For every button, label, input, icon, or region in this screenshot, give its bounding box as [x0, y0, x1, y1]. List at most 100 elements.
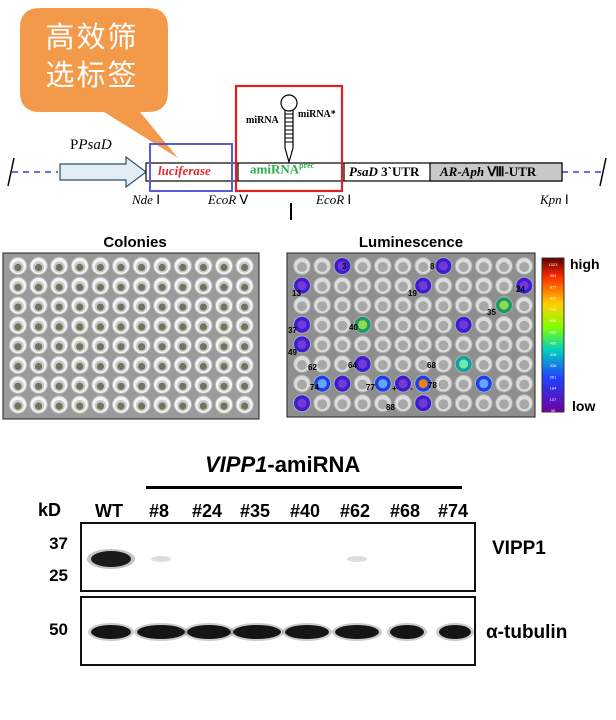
- colony-well: [132, 276, 151, 295]
- luminescence-well: [474, 355, 493, 373]
- colony-well: [29, 276, 48, 295]
- luminescence-well: [353, 394, 372, 413]
- luminescence-well: [414, 374, 433, 393]
- luminescence-well: [474, 335, 493, 354]
- colony-well: [91, 316, 110, 335]
- luminescence-well: [353, 355, 372, 373]
- utr2-block: [429, 162, 563, 182]
- colony-well: [50, 395, 69, 414]
- tubulin-band: [439, 625, 471, 639]
- lane-label: WT: [95, 501, 123, 521]
- luminescence-well: [373, 276, 392, 295]
- luminescence-well: [515, 394, 534, 413]
- luminescence-well: [474, 276, 493, 295]
- luminescence-well: [333, 315, 352, 334]
- colony-well: [132, 375, 151, 394]
- tubulin-band: [335, 625, 379, 639]
- well-number-label: -: [410, 384, 413, 393]
- luminescence-well: [313, 374, 332, 393]
- colony-well: [50, 375, 69, 394]
- scale-tick-label: 646: [550, 318, 557, 323]
- colony-well: [70, 395, 89, 414]
- colony-well: [214, 355, 234, 375]
- vipp1-band-faint: [347, 556, 367, 562]
- scale-tick-label: 492: [550, 341, 557, 346]
- colony-well: [8, 276, 28, 295]
- mw-marker-37: 37: [49, 534, 68, 553]
- site-kpni: Kpn Ⅰ: [540, 192, 569, 207]
- well-number-label: 35: [487, 308, 496, 317]
- tubulin-band: [390, 625, 424, 639]
- colony-well: [29, 256, 48, 276]
- luminescence-well: [373, 296, 392, 315]
- colony-well: [173, 276, 192, 295]
- lane-label: #24: [191, 501, 223, 521]
- well-number-label: 24: [516, 285, 525, 294]
- luminescence-well: [394, 257, 412, 275]
- colony-well: [70, 336, 89, 355]
- lane-label: #40: [289, 501, 321, 521]
- colony-well: [8, 355, 28, 375]
- protein-label-tubulin: α-tubulin: [486, 622, 568, 643]
- scale-low-label: low: [572, 398, 596, 414]
- tubulin-band: [187, 625, 231, 639]
- luminescence-well: [293, 315, 311, 334]
- luminescence-well: [495, 315, 513, 334]
- luminescence-well: [454, 276, 473, 295]
- luminescence-color-scale: 1023 954 877 800 723 646 569 492 415 338 261 184 107…: [541, 257, 565, 413]
- scale-tick-label: 184: [550, 386, 557, 391]
- colony-well: [194, 355, 213, 375]
- luminescence-well: [454, 257, 473, 275]
- scale-tick-label: 954: [550, 273, 557, 278]
- colony-well: [153, 256, 172, 276]
- colony-well: [111, 276, 131, 295]
- luminescence-well: [373, 257, 392, 275]
- luminescence-well: [434, 276, 453, 295]
- tubulin-band: [91, 625, 131, 639]
- well-number-label: 68: [427, 361, 436, 370]
- colony-well: [111, 316, 131, 335]
- amirna-highlight-box: [234, 84, 344, 193]
- luminescence-well: [414, 394, 433, 413]
- colony-well: [235, 256, 254, 276]
- luminescence-well: [394, 394, 412, 413]
- colony-well: [153, 336, 172, 355]
- colony-well: [91, 296, 110, 315]
- colony-well: [50, 256, 69, 276]
- luminescence-well: [454, 374, 473, 393]
- colony-well: [173, 336, 192, 355]
- luminescence-well: [515, 315, 534, 334]
- colony-well: [29, 355, 48, 375]
- luminescence-well: [474, 257, 493, 275]
- colony-well: [8, 395, 28, 414]
- colony-well: [132, 336, 151, 355]
- scale-tick-label: 569: [550, 329, 557, 334]
- vipp1-band-faint: [151, 556, 171, 562]
- colony-well: [214, 375, 234, 394]
- hairpin-icon: [280, 94, 298, 165]
- luminescence-well: [394, 374, 412, 393]
- luminescence-well: [474, 315, 493, 334]
- luminescence-well: [293, 296, 311, 315]
- luminescence-well: [454, 315, 473, 334]
- colony-well: [194, 276, 213, 295]
- colony-well: [214, 336, 234, 355]
- luminescence-well: [373, 394, 392, 413]
- well-number-label: 62: [308, 363, 317, 372]
- colony-well: [194, 375, 213, 394]
- colony-well: [70, 296, 89, 315]
- luminescence-well: [293, 276, 311, 295]
- colony-well: [8, 375, 28, 394]
- colony-well: [29, 336, 48, 355]
- luciferase-label: luciferase: [158, 163, 211, 178]
- luminescence-well: [434, 296, 453, 315]
- colony-well: [50, 316, 69, 335]
- site-ndei: Nde Ⅰ: [132, 192, 161, 207]
- colony-well: [173, 296, 192, 315]
- luminescence-well: [353, 335, 372, 354]
- well-number-label: +: [392, 384, 397, 393]
- tubulin-band: [285, 625, 329, 639]
- luminescence-well: [293, 257, 311, 275]
- amirna-label: amiRNAprec: [250, 161, 315, 177]
- colony-well: [8, 256, 28, 276]
